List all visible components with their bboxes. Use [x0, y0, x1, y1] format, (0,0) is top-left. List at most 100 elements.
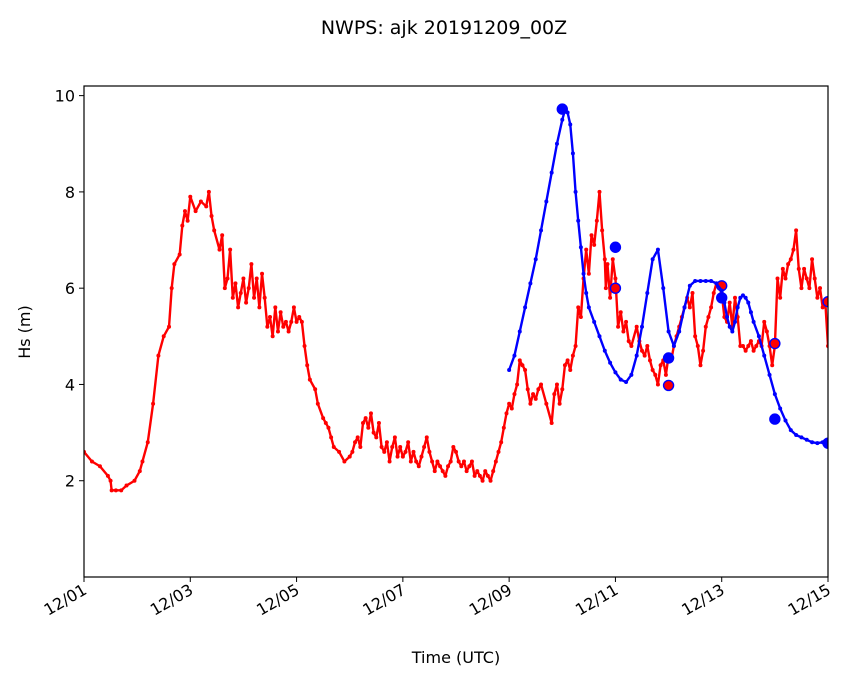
model-point: [719, 288, 724, 293]
observed-point: [509, 406, 514, 411]
observed-point: [233, 281, 238, 286]
observed-point: [230, 295, 235, 300]
observed-point: [382, 449, 387, 454]
observed-point: [764, 329, 769, 334]
observed-point: [592, 242, 597, 247]
observed-point: [361, 420, 365, 425]
observed-point: [169, 286, 174, 291]
observed-point: [337, 449, 342, 454]
observed-point: [387, 459, 392, 464]
observed-point: [608, 295, 613, 300]
observed-marker: [822, 295, 828, 308]
observed-point: [326, 425, 331, 430]
observed-marker: [609, 282, 622, 294]
observed-point: [119, 488, 124, 493]
observed-point: [655, 382, 660, 387]
model-point: [714, 281, 719, 286]
observed-point: [167, 324, 172, 329]
observed-point: [512, 392, 517, 397]
model-point: [810, 440, 815, 445]
observed-point: [589, 233, 594, 238]
observed-point: [597, 189, 602, 194]
observed-point: [198, 199, 203, 204]
observed-point: [464, 469, 469, 474]
observed-point: [395, 454, 400, 459]
observed-point: [268, 315, 272, 320]
y-tick-label: 8: [65, 183, 75, 202]
observed-point: [491, 469, 496, 474]
observed-point: [528, 401, 533, 406]
model-point: [756, 334, 761, 339]
observed-point: [568, 368, 573, 373]
model-point: [629, 372, 634, 377]
observed-point: [289, 319, 294, 324]
observed-point: [533, 396, 538, 401]
model-point: [666, 329, 671, 334]
observed-point: [238, 290, 243, 295]
observed-point: [600, 228, 605, 233]
observed-point: [488, 478, 493, 483]
observed-point: [137, 469, 142, 474]
observed-point: [430, 459, 435, 464]
observed-point: [560, 387, 565, 392]
observed-point: [180, 223, 185, 228]
model-point: [523, 305, 528, 310]
observed-point: [804, 276, 809, 281]
observed-point: [225, 276, 230, 281]
observed-point: [206, 189, 211, 194]
observed-point: [525, 387, 530, 392]
model-point: [624, 380, 629, 385]
model-point: [746, 300, 751, 305]
observed-point: [762, 319, 767, 324]
model-point: [586, 305, 591, 310]
plot-area: [84, 103, 828, 493]
observed-point: [584, 247, 589, 252]
observed-point: [709, 305, 714, 310]
model-point: [751, 319, 756, 324]
observed-point: [193, 209, 198, 214]
observed-point: [565, 358, 570, 363]
observed-point: [241, 276, 246, 281]
observed-point: [113, 488, 118, 493]
model-point: [512, 353, 517, 358]
observed-point: [435, 459, 440, 464]
observed-point: [379, 445, 384, 450]
model-marker: [662, 352, 675, 364]
model-point: [507, 368, 512, 373]
observed-point: [751, 348, 756, 353]
observed-point: [605, 262, 610, 267]
observed-point: [480, 478, 485, 483]
observed-point: [573, 343, 578, 348]
observed-point: [363, 416, 368, 421]
observed-point: [427, 449, 432, 454]
model-point: [581, 271, 586, 276]
observed-point: [281, 324, 286, 329]
observed-point: [109, 488, 114, 493]
observed-point: [448, 459, 453, 464]
observed-point: [236, 305, 241, 310]
y-axis-label: Hs (m): [15, 305, 34, 359]
observed-point: [586, 271, 591, 276]
observed-point: [613, 276, 618, 281]
model-point: [554, 141, 559, 146]
observed-point: [578, 315, 583, 320]
observed-point: [438, 464, 443, 469]
model-point: [608, 360, 613, 365]
observed-point: [576, 305, 581, 310]
observed-point: [358, 445, 363, 450]
observed-point: [794, 228, 799, 233]
observed-point: [810, 257, 815, 262]
model-point: [703, 278, 708, 283]
observed-point: [376, 420, 381, 425]
observed-point: [663, 372, 668, 377]
observed-point: [515, 382, 520, 387]
observed-point: [286, 329, 291, 334]
observed-point: [754, 343, 759, 348]
observed-point: [89, 459, 94, 464]
observed-point: [257, 305, 262, 310]
model-point: [584, 290, 589, 295]
observed-point: [653, 372, 658, 377]
observed-point: [390, 445, 395, 450]
model-point: [677, 329, 682, 334]
model-point: [738, 295, 743, 300]
